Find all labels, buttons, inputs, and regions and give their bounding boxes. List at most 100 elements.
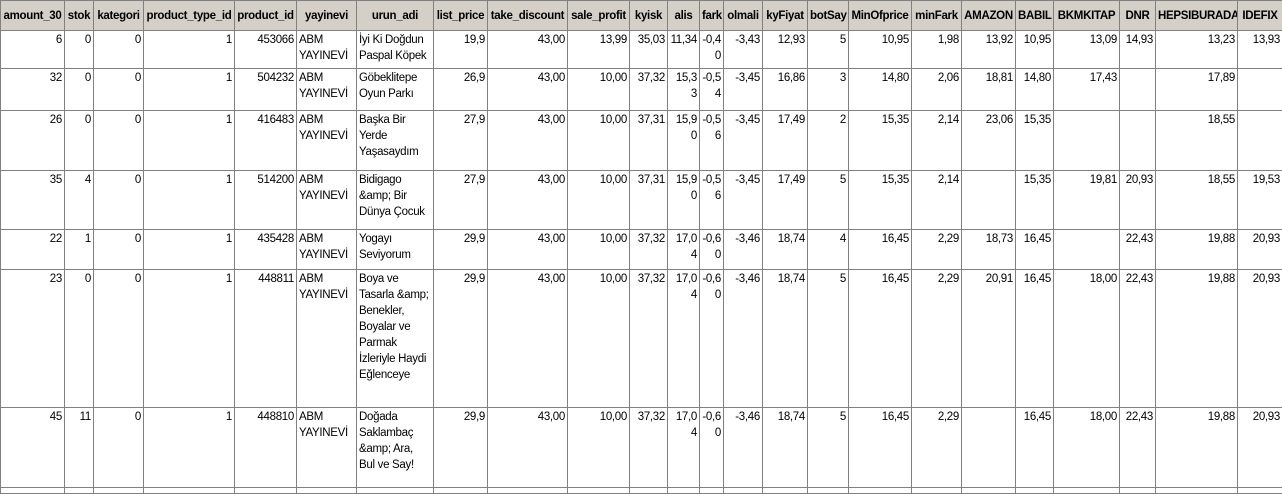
cell[interactable] bbox=[724, 488, 763, 494]
cell[interactable]: 0 bbox=[65, 69, 94, 111]
cell[interactable]: 2,29 bbox=[912, 270, 962, 408]
cell[interactable]: 32 bbox=[1, 69, 65, 111]
cell[interactable]: 20,91 bbox=[962, 270, 1016, 408]
cell[interactable]: 1 bbox=[144, 69, 235, 111]
cell[interactable] bbox=[700, 488, 724, 494]
cell[interactable]: 18,00 bbox=[1054, 270, 1120, 408]
cell[interactable]: 435428 bbox=[235, 230, 297, 270]
cell[interactable]: 37,32 bbox=[630, 230, 668, 270]
cell[interactable]: 453066 bbox=[235, 31, 297, 69]
cell[interactable]: 0 bbox=[94, 408, 144, 488]
cell[interactable] bbox=[357, 488, 434, 494]
cell[interactable]: ABM YAYINEVİ bbox=[297, 171, 357, 230]
cell[interactable] bbox=[434, 488, 488, 494]
cell[interactable]: 26,9 bbox=[434, 69, 488, 111]
cell[interactable] bbox=[568, 488, 630, 494]
cell[interactable]: 1 bbox=[144, 270, 235, 408]
column-header[interactable]: list_price bbox=[434, 1, 488, 31]
cell[interactable] bbox=[1238, 111, 1282, 171]
cell[interactable]: 416483 bbox=[235, 111, 297, 171]
cell[interactable]: 2,14 bbox=[912, 111, 962, 171]
column-header[interactable]: BABIL bbox=[1016, 1, 1054, 31]
cell[interactable]: 37,31 bbox=[630, 171, 668, 230]
cell[interactable] bbox=[1120, 69, 1156, 111]
cell[interactable]: 0 bbox=[94, 69, 144, 111]
cell[interactable]: 18,73 bbox=[962, 230, 1016, 270]
cell[interactable]: 0 bbox=[65, 270, 94, 408]
cell[interactable] bbox=[144, 488, 235, 494]
cell[interactable] bbox=[1238, 69, 1282, 111]
cell[interactable]: ABM YAYINEVİ bbox=[297, 230, 357, 270]
cell[interactable]: -0,40 bbox=[700, 31, 724, 69]
cell[interactable]: 1 bbox=[144, 408, 235, 488]
cell[interactable]: 22 bbox=[1, 230, 65, 270]
cell[interactable]: 10,00 bbox=[568, 230, 630, 270]
column-header[interactable]: sale_profit bbox=[568, 1, 630, 31]
cell[interactable]: 448811 bbox=[235, 270, 297, 408]
cell[interactable]: 35 bbox=[1, 171, 65, 230]
cell[interactable]: 22,43 bbox=[1120, 270, 1156, 408]
cell[interactable]: 0 bbox=[94, 31, 144, 69]
cell[interactable]: -0,56 bbox=[700, 171, 724, 230]
cell[interactable] bbox=[668, 488, 700, 494]
cell[interactable]: 14,80 bbox=[1016, 69, 1054, 111]
cell[interactable]: 17,04 bbox=[668, 230, 700, 270]
cell[interactable]: 4 bbox=[65, 171, 94, 230]
cell[interactable] bbox=[1, 488, 65, 494]
cell[interactable]: 37,32 bbox=[630, 69, 668, 111]
cell[interactable]: ABM YAYINEVİ bbox=[297, 408, 357, 488]
cell[interactable]: Doğada Saklambaç &amp; Ara, Bul ve Say! bbox=[357, 408, 434, 488]
cell[interactable] bbox=[962, 171, 1016, 230]
cell[interactable]: 19,88 bbox=[1156, 270, 1238, 408]
cell[interactable]: -0,60 bbox=[700, 270, 724, 408]
cell[interactable] bbox=[849, 488, 912, 494]
cell[interactable]: ABM YAYINEVİ bbox=[297, 111, 357, 171]
cell[interactable]: 19,53 bbox=[1238, 171, 1282, 230]
cell[interactable]: -3,43 bbox=[724, 31, 763, 69]
cell[interactable] bbox=[962, 488, 1016, 494]
cell[interactable]: 15,90 bbox=[668, 111, 700, 171]
cell[interactable]: 18,81 bbox=[962, 69, 1016, 111]
column-header[interactable]: IDEFIX bbox=[1238, 1, 1282, 31]
cell[interactable]: 29,9 bbox=[434, 408, 488, 488]
cell[interactable] bbox=[235, 488, 297, 494]
cell[interactable] bbox=[65, 488, 94, 494]
cell[interactable]: 18,00 bbox=[1054, 408, 1120, 488]
cell[interactable] bbox=[808, 488, 849, 494]
cell[interactable]: 15,90 bbox=[668, 171, 700, 230]
column-header[interactable]: AMAZON bbox=[962, 1, 1016, 31]
cell[interactable]: 504232 bbox=[235, 69, 297, 111]
cell[interactable]: 18,55 bbox=[1156, 171, 1238, 230]
cell[interactable]: 43,00 bbox=[488, 230, 568, 270]
cell[interactable]: 15,35 bbox=[1016, 171, 1054, 230]
cell[interactable]: 20,93 bbox=[1120, 171, 1156, 230]
cell[interactable]: 12,93 bbox=[763, 31, 808, 69]
cell[interactable]: 5 bbox=[808, 171, 849, 230]
cell[interactable]: -3,46 bbox=[724, 230, 763, 270]
cell[interactable]: 0 bbox=[94, 230, 144, 270]
cell[interactable]: 10,00 bbox=[568, 270, 630, 408]
cell[interactable]: 17,04 bbox=[668, 408, 700, 488]
cell[interactable] bbox=[1120, 111, 1156, 171]
cell[interactable] bbox=[488, 488, 568, 494]
cell[interactable]: 19,9 bbox=[434, 31, 488, 69]
cell[interactable]: 0 bbox=[94, 171, 144, 230]
cell[interactable]: 1,98 bbox=[912, 31, 962, 69]
cell[interactable]: 1 bbox=[144, 31, 235, 69]
column-header[interactable]: amount_30 bbox=[1, 1, 65, 31]
column-header[interactable]: DNR bbox=[1120, 1, 1156, 31]
cell[interactable]: 13,93 bbox=[1238, 31, 1282, 69]
cell[interactable]: 14,93 bbox=[1120, 31, 1156, 69]
cell[interactable]: -3,46 bbox=[724, 270, 763, 408]
cell[interactable]: ABM YAYINEVİ bbox=[297, 69, 357, 111]
cell[interactable]: 10,95 bbox=[1016, 31, 1054, 69]
cell[interactable]: 11 bbox=[65, 408, 94, 488]
cell[interactable]: 2,29 bbox=[912, 408, 962, 488]
cell[interactable]: 16,45 bbox=[1016, 230, 1054, 270]
cell[interactable] bbox=[763, 488, 808, 494]
cell[interactable]: 13,09 bbox=[1054, 31, 1120, 69]
cell[interactable]: 22,43 bbox=[1120, 408, 1156, 488]
cell[interactable]: 17,89 bbox=[1156, 69, 1238, 111]
cell[interactable]: 22,43 bbox=[1120, 230, 1156, 270]
cell[interactable]: -0,60 bbox=[700, 230, 724, 270]
